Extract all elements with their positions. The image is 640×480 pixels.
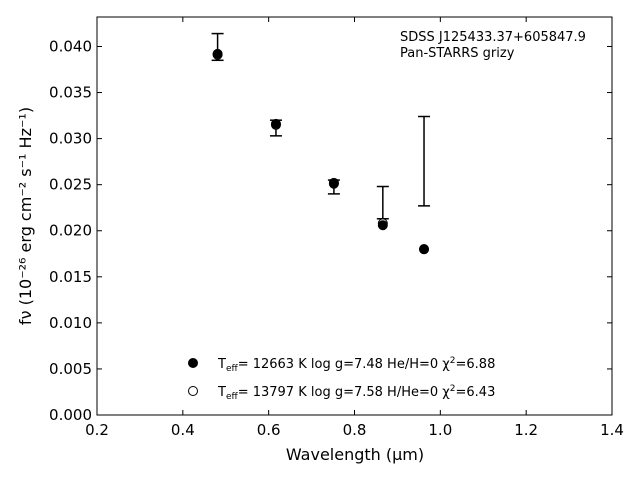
x-tick-label: 1.0: [428, 421, 452, 439]
model-points: [212, 48, 430, 255]
legend-marker-filled: [188, 358, 198, 368]
y-tick-label: 0.035: [49, 84, 92, 102]
legend-label-model-1: Teff= 12663 K log g=7.48 He/H=0 χ2=6.88: [217, 356, 495, 374]
x-tick-label: 1.2: [514, 421, 538, 439]
annotation-object-name: SDSS J125433.37+605847.9: [400, 30, 586, 45]
y-tick-label: 0.020: [49, 222, 92, 240]
x-tick-label: 0.4: [171, 421, 195, 439]
model-point-filled: [270, 118, 281, 129]
y-tick-label: 0.030: [49, 130, 92, 148]
x-tick-label: 0.6: [257, 421, 281, 439]
model-point-filled: [328, 178, 339, 189]
model-point-filled: [377, 220, 388, 231]
y-axis: 0.000 0.005 0.010 0.015 0.020 0.025 0.030 0.035…: [49, 37, 612, 424]
x-tick-label: 0.8: [343, 421, 367, 439]
legend-label-model-2: Teff= 13797 K log g=7.58 H/He=0 χ2=6.43: [217, 384, 495, 402]
axes-frame: [96, 16, 613, 416]
annotation-survey: Pan-STARRS grizy: [400, 46, 515, 61]
y-tick-label: 0.000: [49, 406, 92, 424]
legend-marker-open: [188, 386, 198, 396]
model-point-filled: [419, 244, 430, 255]
legend: Teff= 12663 K log g=7.48 He/H=0 χ2=6.88 …: [188, 356, 495, 402]
x-axis: 0.2 0.4 0.6 0.8 1.0 1.2 1.4: [85, 17, 624, 439]
y-tick-label: 0.025: [49, 176, 92, 194]
y-tick-label: 0.015: [49, 268, 92, 286]
x-tick-label: 1.4: [600, 421, 624, 439]
observed-errorbars: [211, 32, 431, 220]
y-tick-label: 0.005: [49, 360, 92, 378]
y-tick-label: 0.040: [49, 37, 92, 55]
y-tick-label: 0.010: [49, 314, 92, 332]
model-point-filled: [212, 48, 223, 59]
y-axis-label: fν (10⁻²⁶ erg cm⁻² s⁻¹ Hz⁻¹): [16, 107, 35, 325]
x-tick-label: 0.2: [85, 421, 109, 439]
plot-border: [96, 16, 613, 416]
x-axis-label: Wavelength (μm): [286, 445, 424, 464]
